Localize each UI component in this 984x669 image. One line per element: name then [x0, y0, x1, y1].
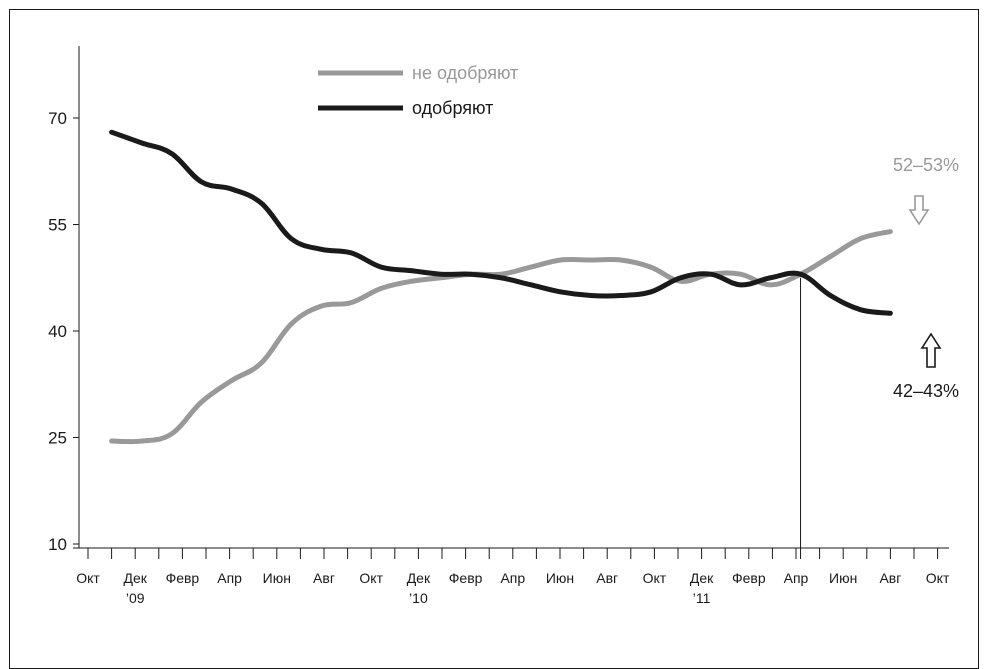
- x-tick-label: Июн: [546, 570, 574, 586]
- x-tick-label: Окт: [926, 570, 950, 586]
- line-chart: 10 25 40 55 70 Окт Дек Февр Апр Июн Авг Окт Дек Февр А…: [48, 46, 959, 606]
- x-tick-label: Авг: [313, 570, 335, 586]
- x-year-label: ’09: [126, 590, 145, 606]
- legend-label: не одобряют: [412, 63, 518, 83]
- x-tick-label: Дек: [407, 570, 431, 586]
- annotation-arrow: [920, 332, 942, 368]
- x-year-label: ’10: [409, 590, 428, 606]
- x-tick-label: Апр: [217, 570, 242, 586]
- legend: не одобряют одобряют: [318, 63, 518, 118]
- x-year-label: ’11: [693, 590, 711, 606]
- chart-frame: 10 25 40 55 70 Окт Дек Февр Апр Июн Авг Окт Дек Февр А…: [9, 9, 979, 669]
- x-tick-label: Февр: [732, 570, 766, 586]
- x-tick-label: Дек: [123, 570, 147, 586]
- x-tick-label: Дек: [690, 570, 714, 586]
- ticks: 10 25 40 55 70 Окт Дек Февр Апр Июн Авг Окт Дек Февр А…: [48, 109, 950, 606]
- x-tick-label: Авг: [879, 570, 901, 586]
- annotation-label: 42–43%: [893, 381, 959, 401]
- x-tick-label: Окт: [359, 570, 383, 586]
- x-tick-label: Июн: [263, 570, 291, 586]
- series-line-0: [109, 229, 893, 445]
- x-tick-label: Авг: [596, 570, 618, 586]
- series-line-1: [109, 129, 893, 316]
- x-tick-label: Февр: [166, 570, 200, 586]
- y-tick-label: 40: [48, 322, 67, 341]
- legend-label: одобряют: [412, 98, 493, 118]
- y-tick-label: 25: [48, 429, 67, 448]
- y-tick-label: 70: [48, 109, 67, 128]
- annotation-label: 52–53%: [893, 155, 959, 175]
- x-tick-label: Окт: [76, 570, 100, 586]
- x-tick-label: Апр: [500, 570, 525, 586]
- series-lines: [109, 129, 893, 445]
- y-tick-label: 10: [48, 535, 67, 554]
- annotations: 52–53% 42–43%: [893, 155, 959, 401]
- x-tick-label: Апр: [784, 570, 809, 586]
- axes: [73, 46, 949, 549]
- y-tick-label: 55: [48, 216, 67, 235]
- x-tick-label: Июн: [829, 570, 857, 586]
- annotation-arrow: [908, 195, 930, 226]
- x-tick-label: Окт: [643, 570, 667, 586]
- x-tick-label: Февр: [449, 570, 483, 586]
